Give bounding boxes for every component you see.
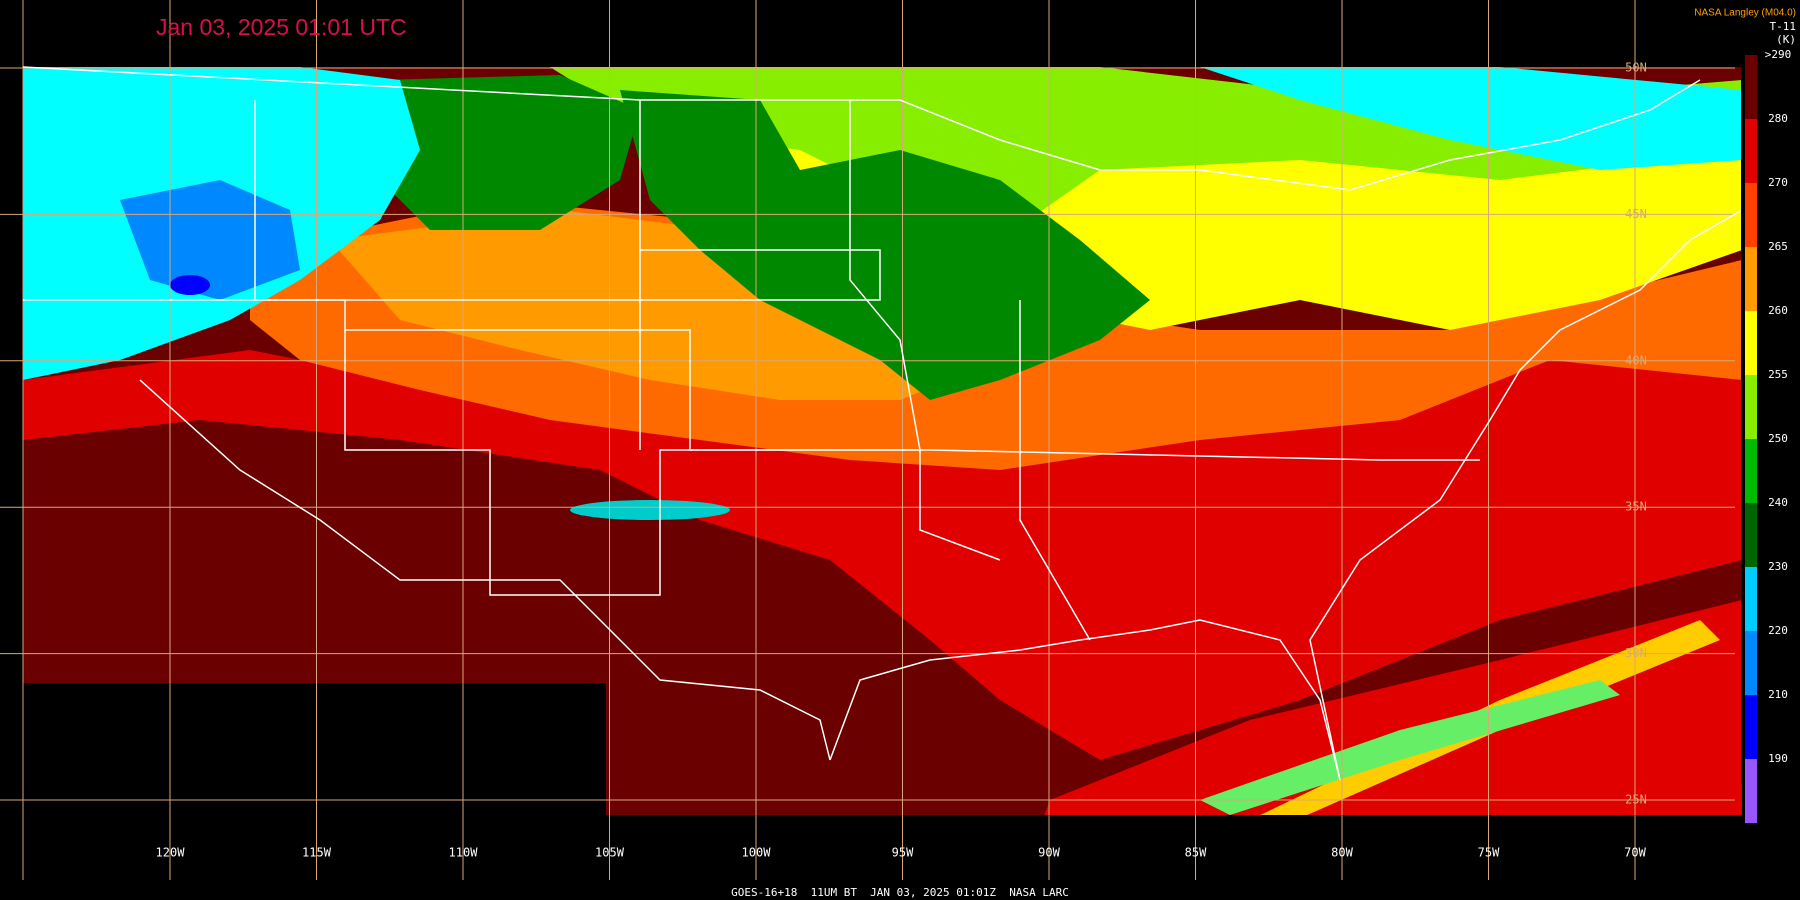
latitude-label: 50N — [1625, 61, 1647, 75]
longitude-label: 80W — [1331, 846, 1353, 860]
colorbar-label: 230 — [1768, 560, 1788, 573]
latitude-label: 25N — [1625, 793, 1647, 807]
longitude-label: 100W — [742, 846, 772, 860]
no-data-region — [23, 683, 606, 827]
gulf-coast — [829, 619, 1341, 781]
longitude-label: 120W — [156, 846, 186, 860]
colorbar-segment — [1745, 631, 1757, 695]
colorbar-segment — [1745, 311, 1757, 375]
imagery — [23, 67, 1800, 900]
colorbar-label: 270 — [1768, 176, 1788, 189]
borders — [22, 66, 1743, 781]
longitude-label: 95W — [892, 846, 914, 860]
atlantic-coast — [1309, 209, 1743, 781]
longitude-label: 70W — [1624, 846, 1646, 860]
colorbar-segment — [1745, 503, 1757, 567]
latitude-label: 35N — [1625, 500, 1647, 514]
footer: GOES-16+18 11UM BT JAN 03, 2025 01:01Z N… — [731, 886, 1069, 899]
colorbar-segment — [1745, 247, 1757, 311]
temp-field-green-north — [380, 75, 640, 230]
colorbar-label: 265 — [1768, 240, 1788, 253]
credit: NASA Langley (M04.0) — [1694, 8, 1796, 19]
colorbar-label: 240 — [1768, 496, 1788, 509]
longitude-label: 105W — [595, 846, 625, 860]
us-canada-border — [22, 66, 1701, 191]
colorbar-label: 255 — [1768, 368, 1788, 381]
longitude-label: 90W — [1038, 846, 1060, 860]
latitude-label: 30N — [1625, 646, 1647, 660]
us-mexico-border — [139, 379, 831, 761]
latitude-label: 40N — [1625, 353, 1647, 367]
longitude-label: 75W — [1478, 846, 1500, 860]
colorbar-label: 190 — [1768, 752, 1788, 765]
temp-field-red-south — [1040, 600, 1742, 827]
state-line — [23, 249, 881, 301]
temp-field-green — [620, 90, 1150, 400]
no-data-bottom — [606, 815, 1800, 900]
latitude-label: 45N — [1625, 207, 1647, 221]
colorbar-segment — [1745, 759, 1757, 823]
longitude-label: 110W — [449, 846, 479, 860]
temp-field-amber — [330, 210, 1000, 400]
colorbar-segment — [1745, 55, 1757, 119]
colorbar-label: 280 — [1768, 112, 1788, 125]
temp-field-streak-green — [1200, 680, 1620, 815]
colorbar-segment — [1745, 375, 1757, 439]
colorbar-segment — [1745, 439, 1757, 503]
colorbar-label: 210 — [1768, 688, 1788, 701]
colorbar-label: 260 — [1768, 304, 1788, 317]
graticule — [0, 0, 1735, 880]
timestamp: Jan 03, 2025 01:01 UTC — [156, 14, 407, 40]
temp-field-deep-blue — [170, 275, 210, 295]
state-line — [849, 100, 921, 451]
colorbar-segment — [1745, 695, 1757, 759]
colorbar-segment — [1745, 183, 1757, 247]
colorbar-segment — [1745, 119, 1757, 183]
temp-field-cyan-northeast — [1200, 67, 1742, 170]
legend-units: (K) — [1776, 33, 1796, 46]
state-line — [1019, 300, 1091, 641]
longitude-label: 85W — [1185, 846, 1207, 860]
colorbar-label: >290 — [1765, 48, 1792, 61]
colorbar: >290 280 270 265 260 255 250 240 230 220 210 190 — [1745, 48, 1791, 823]
colorbar-label: 250 — [1768, 432, 1788, 445]
longitude-label: 115W — [302, 846, 332, 860]
colorbar-label: 220 — [1768, 624, 1788, 637]
state-line — [345, 329, 1480, 461]
temp-field-cyan-patch — [570, 500, 730, 520]
colorbar-segment — [1745, 567, 1757, 631]
legend-title: T-11 — [1770, 20, 1797, 33]
